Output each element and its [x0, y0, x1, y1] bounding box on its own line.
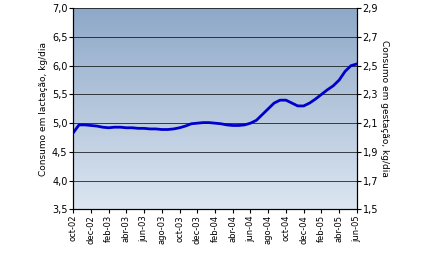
Y-axis label: Consumo em lactação, kg/dia: Consumo em lactação, kg/dia [39, 42, 48, 176]
Y-axis label: Consumo em gestação, kg/dia: Consumo em gestação, kg/dia [380, 40, 389, 177]
